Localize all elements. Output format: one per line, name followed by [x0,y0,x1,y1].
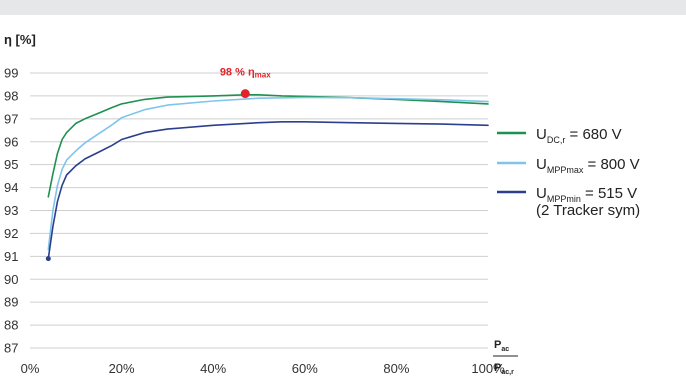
markers: 98 % ηmax [45,67,271,262]
x-tick-label: 20% [109,361,135,376]
gridlines [30,72,488,349]
y-tick-label: 92 [4,226,18,241]
y-tick-label: 94 [4,180,18,195]
y-tick-labels: 99 98 97 96 95 94 93 92 91 90 89 88 87 [4,66,18,356]
max-efficiency-label: 98 % ηmax [220,67,271,80]
y-axis-title: η [%] [4,32,36,47]
x-tick-labels: 0% 20% 40% 60% 80% 100% [21,361,505,376]
x-tick-label: 80% [383,361,409,376]
y-tick-label: 95 [4,157,18,172]
marker-point-1 [45,256,51,262]
y-tick-label: 97 [4,111,18,126]
series-line-3 [47,121,489,260]
y-tick-label: 88 [4,318,18,333]
x-tick-label: 100% [471,361,505,376]
y-tick-label: 99 [4,66,18,81]
y-tick-label: 98 [4,88,18,103]
y-tick-label: 89 [4,295,18,310]
series-lines [47,94,489,260]
y-tick-label: 93 [4,203,18,218]
legend-label-2: UMPPmax = 800 V [536,156,640,175]
x-tick-label: 40% [200,361,226,376]
y-tick-label: 96 [4,134,18,149]
legend-label-1: UDC,r = 680 V [536,126,622,145]
x-label-denominator: Pac,r [494,362,514,376]
series-line-2 [47,96,489,251]
y-tick-label: 90 [4,272,18,287]
marker-point-2 [240,89,250,99]
legend-note: (2 Tracker sym) [536,202,640,219]
legend: UDC,r = 680 V UMPPmax = 800 V UMPPmin = 51… [497,126,640,219]
x-tick-label: 60% [292,361,318,376]
y-tick-label: 87 [4,341,18,356]
top-band [0,0,686,15]
x-label-numerator: Pac [494,339,509,353]
x-tick-label: 0% [21,361,40,376]
legend-label-3: UMPPmin = 515 V [536,185,637,204]
y-tick-label: 91 [4,249,18,264]
x-axis-label: Pac Pac,r [493,339,518,376]
series-line-1 [47,94,489,198]
